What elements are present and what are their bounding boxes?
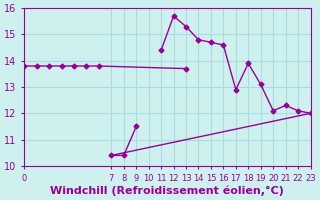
X-axis label: Windchill (Refroidissement éolien,°C): Windchill (Refroidissement éolien,°C) xyxy=(51,185,284,196)
